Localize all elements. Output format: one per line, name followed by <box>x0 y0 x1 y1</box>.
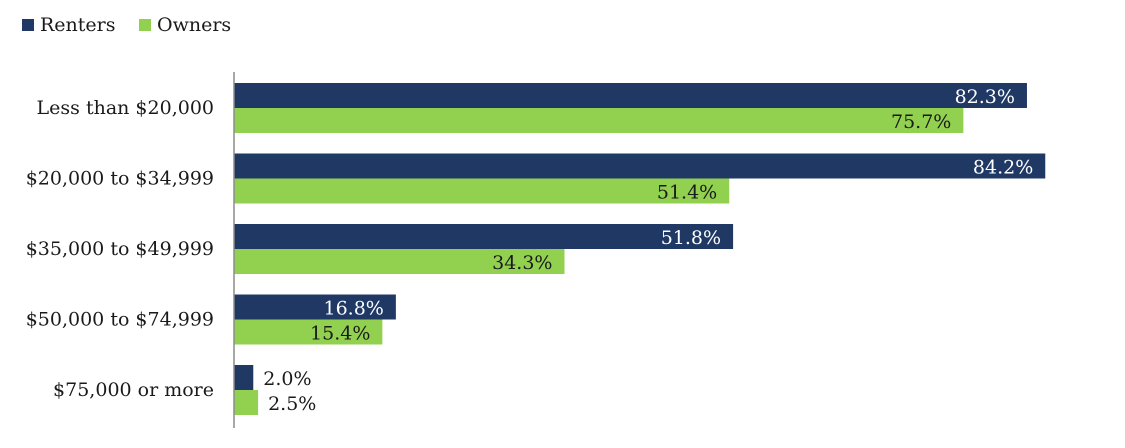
data-label-renters: 16.8% <box>324 298 384 320</box>
category-label: $35,000 to $49,999 <box>26 238 214 260</box>
data-label-owners: 34.3% <box>492 252 552 274</box>
legend: Renters Owners <box>22 14 231 36</box>
bar-renters <box>234 224 734 249</box>
category-label: $75,000 or more <box>53 379 214 401</box>
bar-owners <box>234 249 565 274</box>
data-label-owners: 15.4% <box>310 323 370 345</box>
bar-renters <box>234 83 1027 108</box>
legend-swatch-renters <box>22 19 34 31</box>
bar-owners <box>234 108 964 133</box>
value-labels: 82.3%75.7% 84.2% 51.4% 51.8% 34.3% 16.8% 15.4%… <box>263 86 1033 415</box>
bar-renters <box>234 294 396 320</box>
legend-label-owners: Owners <box>157 14 231 36</box>
data-label-renters: 84.2% <box>973 157 1033 179</box>
data-label-renters: 2.0% <box>263 368 311 390</box>
data-label-renters: 82.3% <box>955 86 1015 108</box>
category-labels: Less than $20,000 $20,000 to $34,999 $35,0… <box>26 97 214 401</box>
category-label: Less than $20,000 <box>37 97 214 119</box>
bar-renters <box>234 365 254 390</box>
category-label: $50,000 to $74,999 <box>26 309 214 331</box>
bar-owners <box>234 390 259 415</box>
bar-renters <box>234 153 1046 179</box>
bar-owners <box>234 178 730 204</box>
data-label-owners: 2.5% <box>268 393 316 415</box>
legend-label-renters: Renters <box>40 14 116 36</box>
data-label-owners: 51.4% <box>657 182 717 204</box>
category-label: $20,000 to $34,999 <box>26 168 214 190</box>
bar-owners <box>234 319 383 345</box>
bars <box>234 83 1046 415</box>
data-label-owners: 75.7% <box>891 111 951 133</box>
data-label-renters: 51.8% <box>661 227 721 249</box>
legend-swatch-owners <box>139 19 151 31</box>
